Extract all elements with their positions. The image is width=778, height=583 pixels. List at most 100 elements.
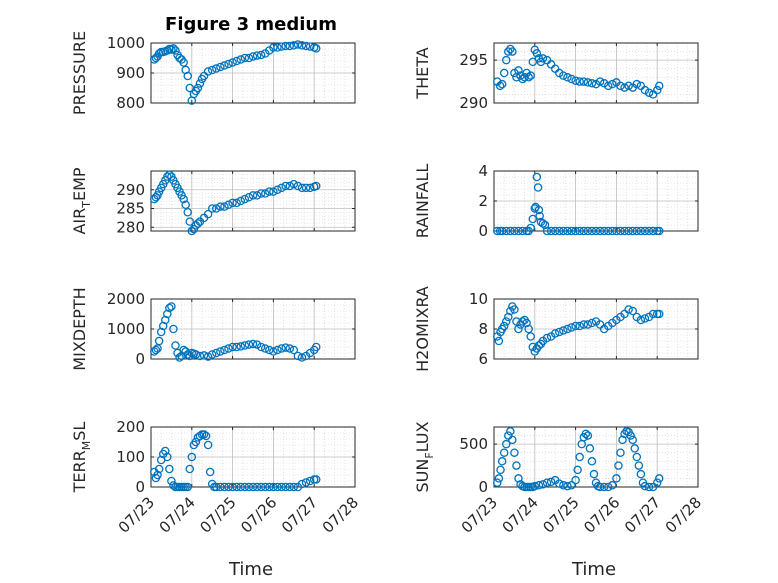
data-point	[538, 480, 548, 489]
data-point	[493, 226, 502, 236]
data-point	[179, 194, 188, 204]
data-point	[252, 51, 262, 60]
y-tick-label: 10	[469, 290, 488, 308]
data-point	[532, 49, 542, 58]
data-point	[244, 53, 254, 63]
data-point	[636, 226, 646, 236]
subplot-pressure: 800 900 1000 PRESSURE	[70, 31, 356, 115]
data-point	[244, 482, 254, 492]
data-point	[305, 476, 315, 486]
data-point	[265, 482, 274, 492]
data-point	[616, 226, 625, 236]
data-point	[216, 62, 225, 72]
data-point	[311, 44, 321, 53]
data-point	[494, 336, 504, 346]
data-point	[583, 226, 593, 236]
data-point	[571, 321, 580, 331]
data-point	[603, 81, 613, 91]
data-point	[165, 464, 174, 474]
data-point	[652, 478, 662, 487]
data-point	[512, 461, 521, 470]
data-point	[311, 475, 321, 484]
data-point	[555, 327, 564, 337]
data-point	[244, 192, 254, 202]
data-point	[228, 58, 237, 67]
data-point	[524, 73, 533, 82]
data-point	[575, 321, 584, 331]
data-point	[183, 350, 192, 359]
data-point	[224, 344, 233, 353]
y-tick-label: 285	[116, 200, 145, 218]
data-point	[504, 431, 513, 440]
data-point	[232, 342, 241, 352]
data-point	[232, 482, 241, 492]
data-point	[240, 53, 250, 63]
data-point	[252, 482, 262, 492]
data-point	[207, 204, 217, 213]
data-point	[293, 181, 303, 191]
data-point	[497, 226, 507, 236]
data-point	[281, 41, 290, 51]
data-point	[595, 226, 605, 236]
y-tick-label: 0	[478, 222, 488, 240]
x-tick-label: 07/27	[278, 493, 321, 536]
data-point	[506, 226, 515, 236]
data-point	[534, 205, 544, 215]
data-point	[277, 183, 286, 193]
data-point	[518, 317, 527, 326]
data-point	[567, 481, 576, 490]
y-axis-label: TERRMSL	[70, 422, 93, 494]
data-point	[654, 226, 664, 236]
data-point	[153, 470, 162, 480]
data-point	[191, 350, 201, 359]
data-point	[232, 198, 241, 208]
data-point	[534, 481, 544, 490]
data-point	[169, 44, 178, 53]
data-point	[201, 431, 211, 441]
data-point	[224, 59, 233, 69]
data-point	[289, 41, 299, 50]
data-point	[260, 344, 270, 353]
data-point	[171, 341, 180, 350]
data-point	[530, 481, 540, 491]
data-point	[240, 194, 250, 204]
subplot-mixdepth: 0 1000 2000 MIXDEPTH	[70, 287, 356, 371]
data-point	[542, 226, 552, 236]
data-point	[620, 226, 629, 236]
data-point	[518, 226, 527, 236]
data-point	[269, 187, 278, 196]
data-point	[550, 226, 560, 236]
data-point	[559, 71, 568, 80]
data-point	[495, 81, 505, 91]
data-point	[203, 440, 213, 450]
data-point	[277, 42, 286, 51]
data-point	[589, 469, 599, 479]
data-point	[620, 429, 629, 439]
data-point	[620, 83, 629, 92]
data-point	[624, 226, 633, 236]
data-point	[493, 478, 502, 487]
data-point	[508, 435, 517, 445]
y-tick-label: 900	[116, 64, 145, 82]
data-point	[265, 345, 274, 355]
data-point	[497, 457, 507, 466]
data-point	[220, 345, 229, 355]
data-point	[510, 448, 519, 457]
x-tick-label: 07/25	[539, 493, 582, 536]
data-point	[301, 41, 311, 51]
data-point	[301, 183, 311, 193]
y-axis-label: MIXDEPTH	[70, 287, 89, 370]
data-point	[289, 345, 299, 355]
data-point	[626, 431, 635, 440]
data-point	[636, 469, 646, 479]
data-point	[504, 47, 513, 56]
y-tick-label: 500	[459, 435, 488, 453]
data-point	[236, 196, 246, 206]
data-point	[183, 71, 192, 81]
data-point	[185, 464, 195, 474]
data-point	[240, 341, 250, 350]
data-point	[520, 73, 529, 82]
data-point	[526, 223, 535, 233]
data-point	[583, 431, 593, 440]
data-point	[585, 444, 595, 453]
